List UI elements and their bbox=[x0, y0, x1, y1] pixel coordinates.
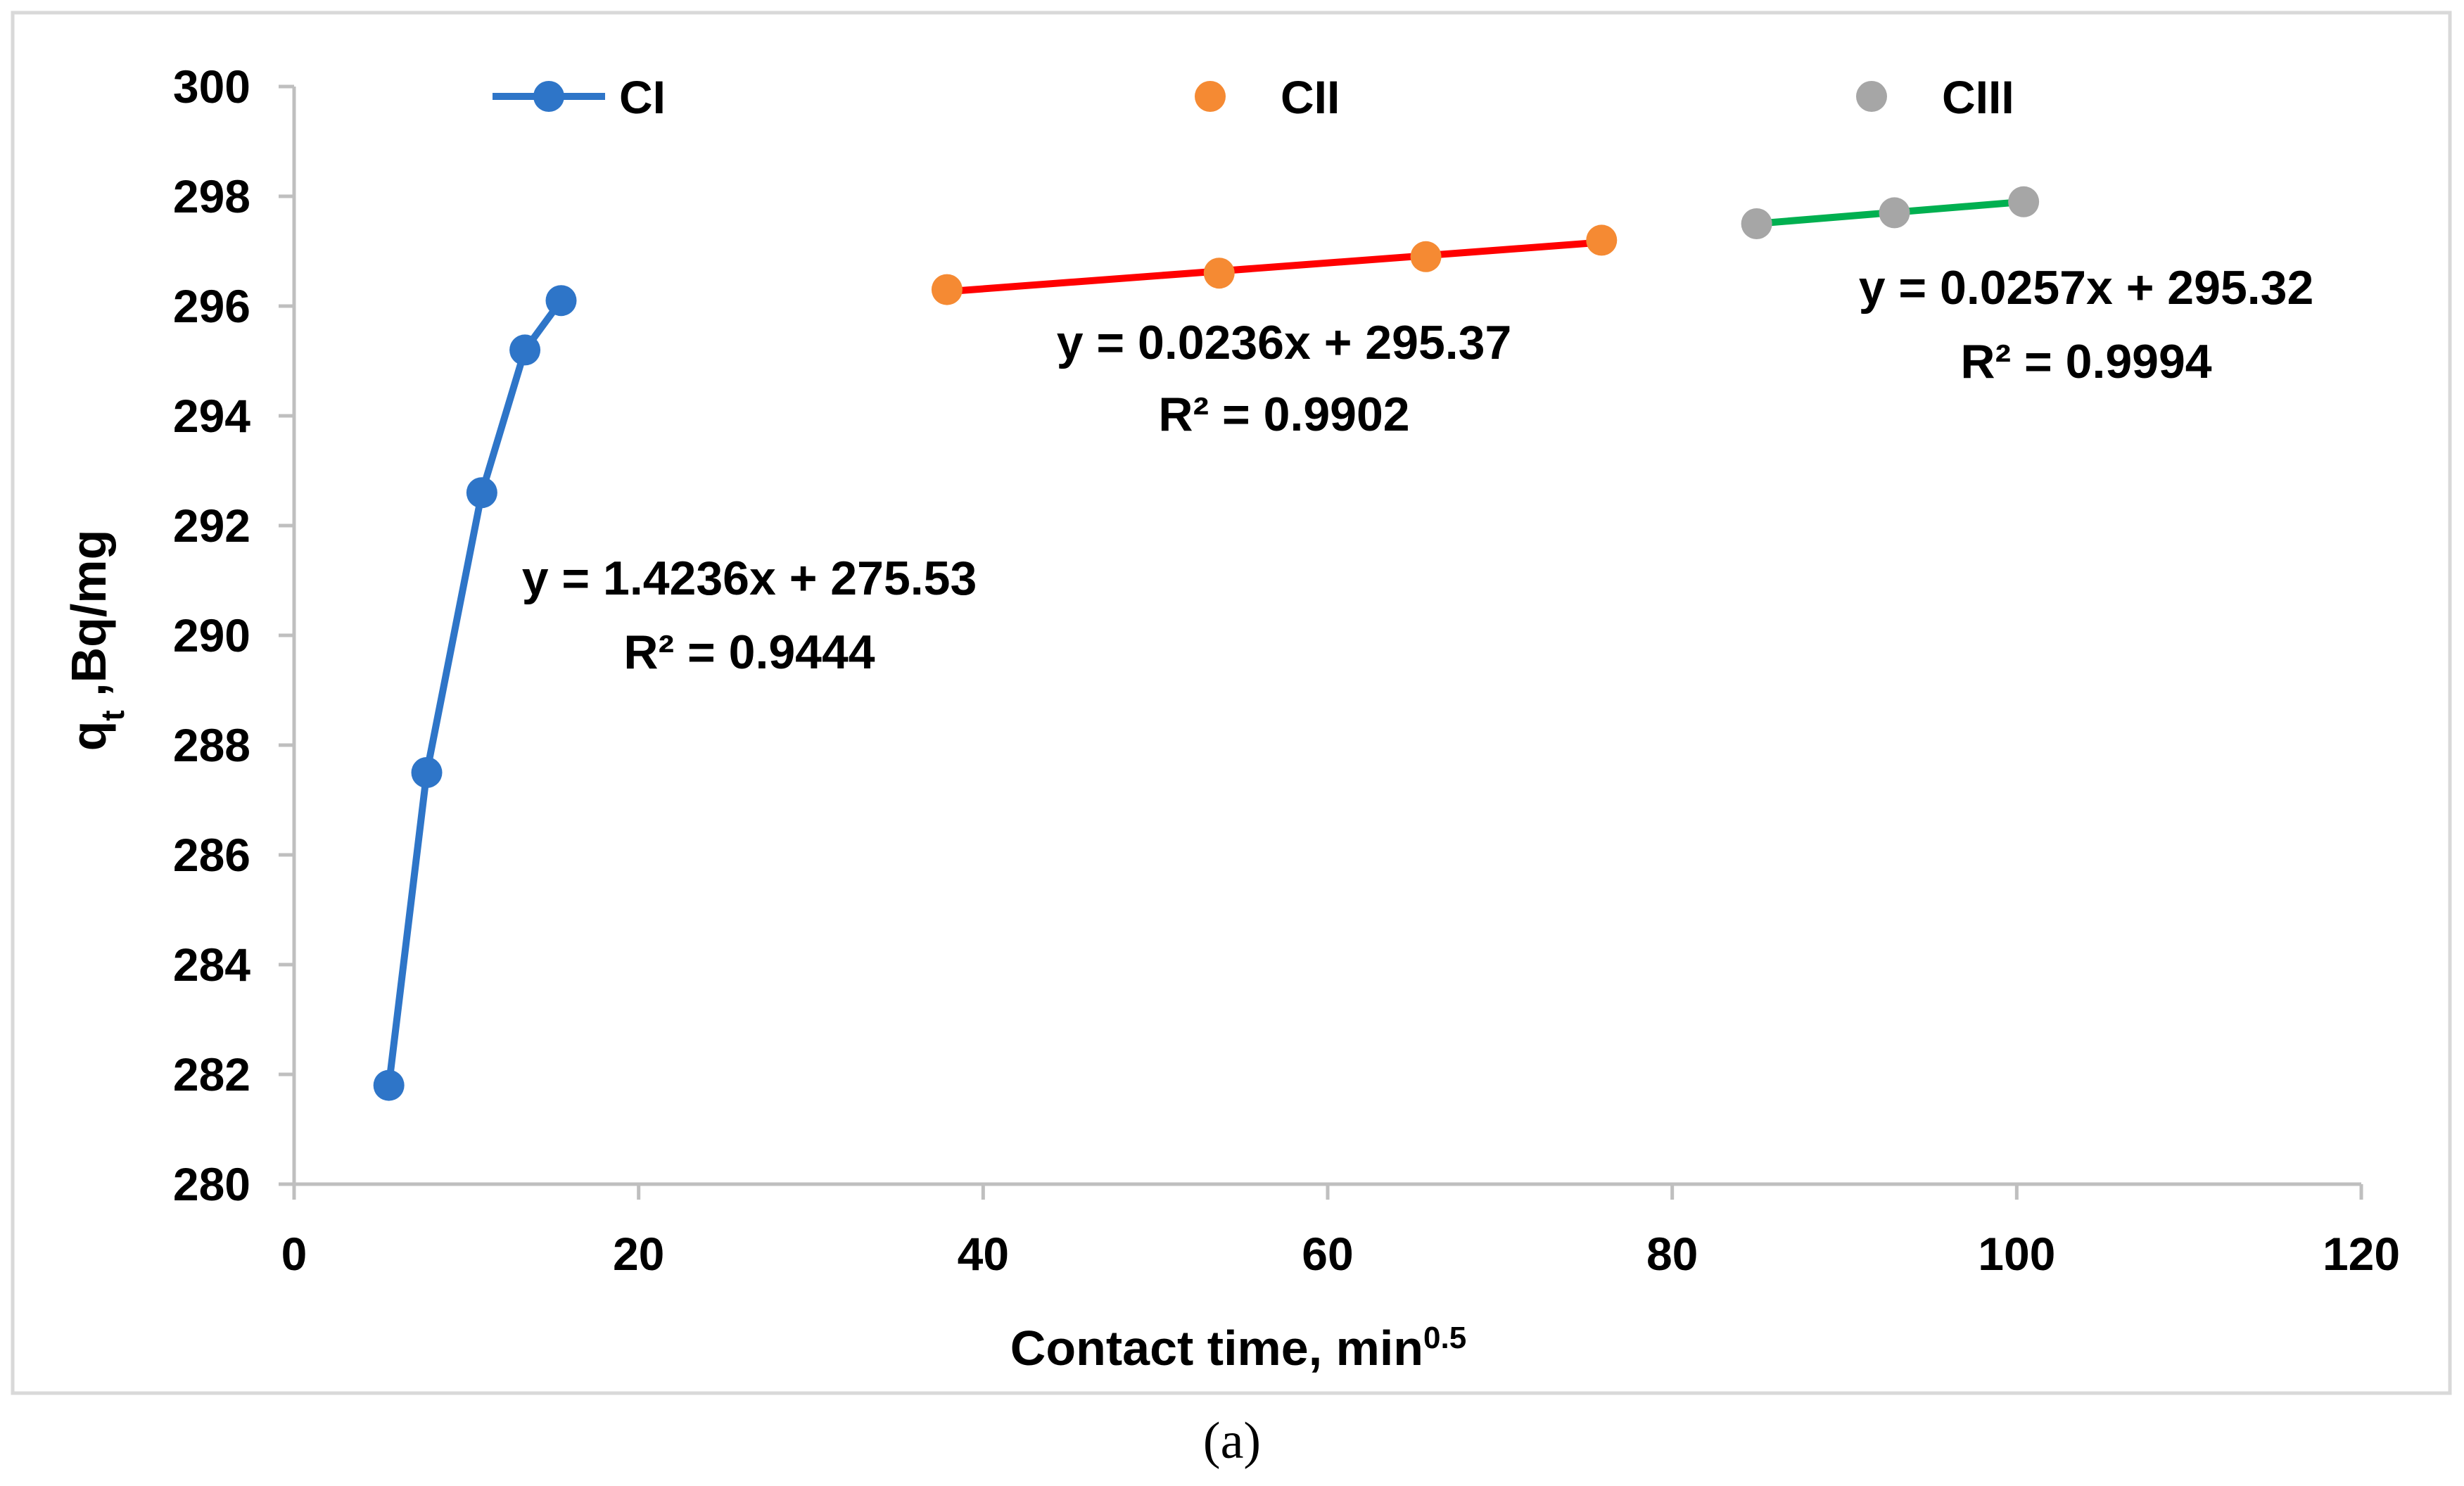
y-tick-label: 290 bbox=[173, 609, 250, 661]
y-tick-label: 300 bbox=[173, 61, 250, 113]
data-points bbox=[373, 186, 2040, 1101]
legend-marker-ci bbox=[533, 81, 564, 112]
equation-ci: y = 1.4236x + 275.53 bbox=[522, 552, 977, 605]
legend-label-ciii: CIII bbox=[1942, 71, 2014, 123]
figure-caption: (a) bbox=[1203, 1412, 1261, 1470]
data-point-cii bbox=[1586, 224, 1618, 256]
y-tick-label: 296 bbox=[173, 280, 250, 332]
y-axis-title-main: q bbox=[61, 721, 116, 751]
x-tick-label: 80 bbox=[1646, 1228, 1698, 1280]
y-axis-title-subscript: t bbox=[94, 710, 131, 720]
y-tick-label: 280 bbox=[173, 1158, 250, 1210]
data-point-ci bbox=[466, 477, 497, 509]
x-axis-title: Contact time, min0.5 bbox=[1010, 1321, 1466, 1376]
data-point-ci bbox=[545, 285, 577, 317]
y-tick-label: 292 bbox=[173, 500, 250, 552]
y-tick-label: 298 bbox=[173, 170, 250, 222]
y-axis-ticks: 280 282 284 286 288 290 292 294 296 298 300 bbox=[173, 61, 294, 1210]
y-tick-label: 282 bbox=[173, 1048, 250, 1100]
data-point-cii bbox=[1410, 241, 1442, 272]
equation-labels: y = 1.4236x + 275.53 R² = 0.9444 y = 0.023… bbox=[522, 261, 2314, 679]
data-point-ci bbox=[509, 334, 541, 366]
trendline-cii bbox=[943, 239, 1606, 296]
x-tick-label: 0 bbox=[281, 1228, 307, 1280]
x-axis-title-superscript: 0.5 bbox=[1423, 1321, 1466, 1355]
y-tick-label: 288 bbox=[173, 719, 250, 771]
y-tick-label: 286 bbox=[173, 829, 250, 881]
y-tick-label: 294 bbox=[173, 390, 250, 442]
y-axis-title: qt ,Bq/mg bbox=[61, 530, 131, 751]
r-squared-cii: R² = 0.9902 bbox=[1158, 388, 1409, 441]
data-point-cii bbox=[931, 274, 963, 305]
y-tick-label: 284 bbox=[173, 939, 250, 991]
data-point-ci bbox=[411, 757, 443, 788]
r-squared-ci: R² = 0.9444 bbox=[623, 625, 875, 679]
data-point-cii bbox=[1203, 258, 1235, 289]
x-tick-label: 120 bbox=[2323, 1228, 2400, 1280]
r-squared-ciii: R² = 0.9994 bbox=[1960, 335, 2211, 388]
legend-marker-cii bbox=[1195, 81, 1226, 112]
equation-cii: y = 0.0236x + 295.37 bbox=[1057, 316, 1512, 369]
equation-ciii: y = 0.0257x + 295.32 bbox=[1859, 261, 2314, 315]
x-tick-label: 40 bbox=[958, 1228, 1009, 1280]
data-point-ciii bbox=[1741, 208, 1772, 239]
x-tick-label: 20 bbox=[613, 1228, 664, 1280]
data-point-ciii bbox=[2008, 186, 2040, 217]
y-axis-title-rest: ,Bq/mg bbox=[61, 530, 116, 711]
x-axis-title-main: Contact time, min bbox=[1010, 1321, 1423, 1376]
axis-titles: Contact time, min0.5 qt ,Bq/mg (a) bbox=[61, 530, 1466, 1470]
x-tick-label: 100 bbox=[1978, 1228, 2055, 1280]
legend: CI CII CIII bbox=[493, 71, 2014, 123]
data-point-ci bbox=[373, 1069, 405, 1101]
x-tick-label: 60 bbox=[1302, 1228, 1353, 1280]
legend-marker-ciii bbox=[1856, 81, 1887, 112]
legend-label-ci: CI bbox=[619, 71, 666, 123]
x-axis-ticks: 0 20 40 60 80 100 120 bbox=[281, 1184, 2400, 1280]
data-point-ciii bbox=[1879, 197, 1910, 229]
legend-label-cii: CII bbox=[1281, 71, 1340, 123]
chart-frame bbox=[11, 11, 2452, 1395]
